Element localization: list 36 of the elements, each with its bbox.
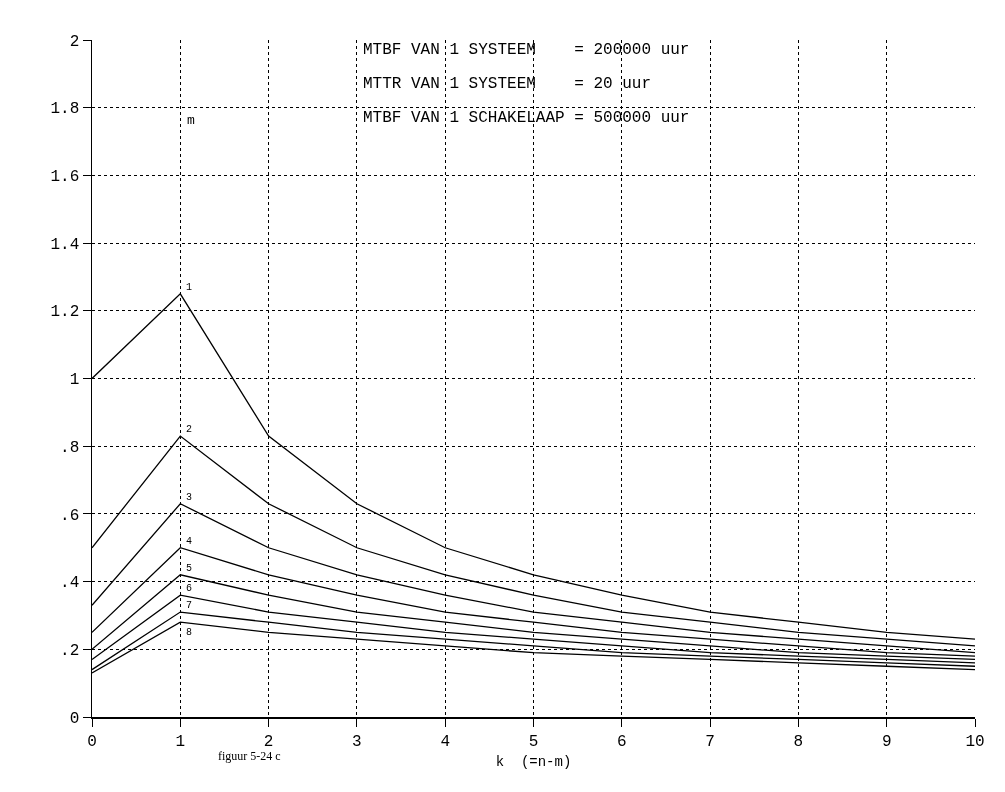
series-label: 6 <box>186 583 193 594</box>
y-tick-label: 2 <box>69 32 80 51</box>
x-tick-label: 8 <box>793 732 804 751</box>
x-tick-label: 2 <box>263 732 274 751</box>
annotation: MTBF VAN 1 SYSTEEM = 200000 uur <box>363 41 690 59</box>
series-label: 5 <box>186 563 193 574</box>
annotation: MTTR VAN 1 SYSTEEM = 20 uur <box>363 75 652 93</box>
y-tick-label: .8 <box>60 438 80 457</box>
x-tick-label: 9 <box>881 732 892 751</box>
x-tick-label: 4 <box>440 732 450 751</box>
series-label: 8 <box>186 627 193 638</box>
y-tick-label: 1.8 <box>50 100 80 119</box>
annotation: MTBF VAN 1 SCHAKELAAP = 500000 uur <box>363 109 690 127</box>
y-tick-label: 0 <box>69 709 80 728</box>
y-tick-label: 1.4 <box>50 235 80 254</box>
x-axis-title: k (=n-m) <box>495 753 572 770</box>
x-tick-label: 5 <box>528 732 539 751</box>
y-tick-label: .4 <box>60 574 80 593</box>
y-tick-label: .2 <box>60 641 80 660</box>
series-label: 3 <box>186 492 193 503</box>
x-tick-label: 0 <box>87 732 97 751</box>
series-label: 1 <box>186 282 193 293</box>
text: figuur 5-24 c <box>218 749 281 763</box>
series-label: 2 <box>186 424 193 435</box>
legend-title: m <box>187 113 195 128</box>
series-label: 7 <box>186 600 193 611</box>
series-label: 4 <box>186 536 193 547</box>
x-tick-label: 3 <box>352 732 362 751</box>
y-tick-label: 1 <box>69 371 80 390</box>
x-tick-label: 10 <box>965 732 985 751</box>
y-tick-label: .6 <box>60 506 80 525</box>
x-tick-label: 7 <box>705 732 715 751</box>
y-tick-label: 1.2 <box>50 303 80 322</box>
x-tick-label: 1 <box>175 732 186 751</box>
y-tick-label: 1.6 <box>50 168 80 186</box>
x-tick-label: 6 <box>617 732 627 751</box>
